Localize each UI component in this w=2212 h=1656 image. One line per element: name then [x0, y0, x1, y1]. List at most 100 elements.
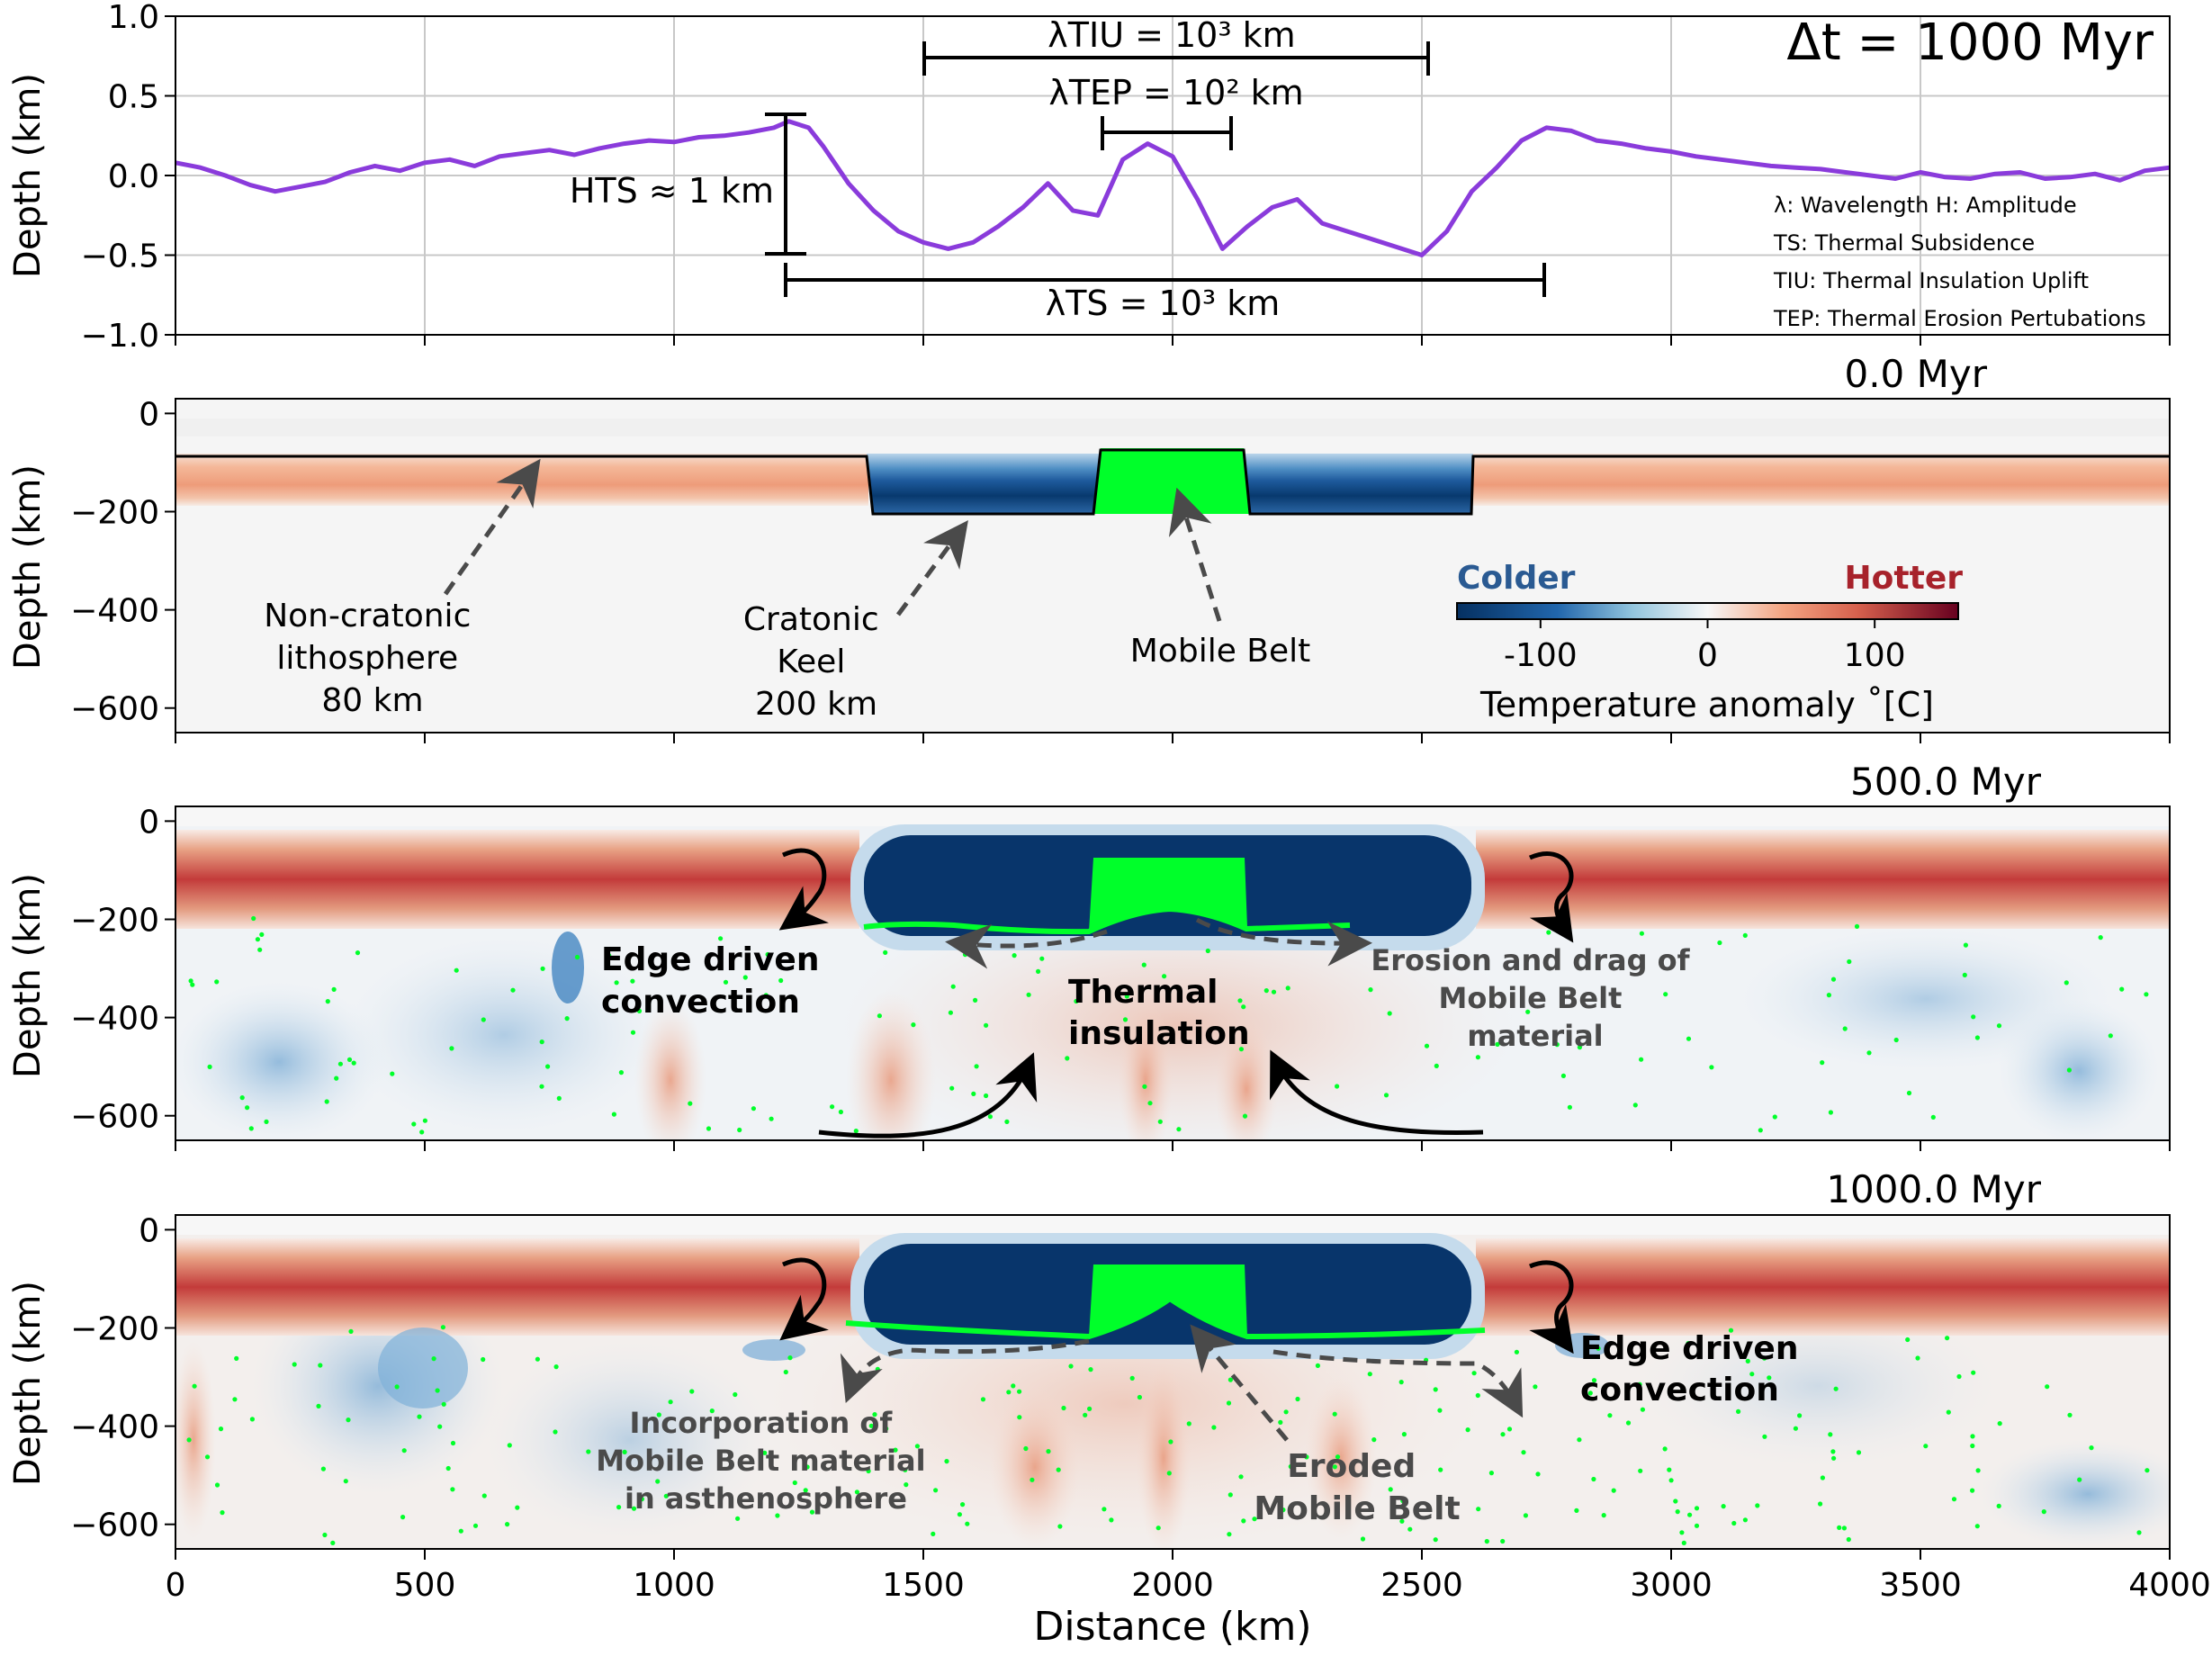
legend-line-4: TEP: Thermal Erosion Pertubations	[1773, 306, 2146, 331]
particle	[1736, 1408, 1741, 1414]
thermal-insulation-label-line-1: Thermal	[1068, 974, 1218, 1011]
particle	[751, 1106, 757, 1112]
particle	[1607, 1413, 1613, 1418]
particle	[763, 993, 769, 998]
particle	[1475, 1055, 1480, 1060]
particle	[1295, 1396, 1300, 1402]
particle	[893, 1447, 898, 1453]
particle	[688, 1101, 693, 1106]
x-tick-label: 500	[394, 1567, 456, 1604]
particle	[1046, 1449, 1051, 1454]
x-tick-label: 1000	[633, 1567, 715, 1604]
particle	[1012, 953, 1017, 958]
particle	[259, 932, 265, 937]
particle	[1846, 1536, 1851, 1543]
particle	[1818, 1501, 1823, 1507]
particle	[331, 986, 337, 992]
particle	[1521, 1450, 1526, 1455]
particle	[186, 1437, 192, 1443]
particle	[1906, 1090, 1912, 1096]
particle	[1252, 1516, 1257, 1522]
particle	[974, 1064, 979, 1069]
particle	[1168, 1439, 1173, 1444]
particle	[1438, 1467, 1443, 1472]
panel-500-myr-x-ticks	[175, 1140, 2171, 1151]
colorbar-cold-label: Colder	[1457, 560, 1576, 597]
particle	[933, 1488, 939, 1493]
particle	[883, 950, 888, 955]
particle	[1074, 998, 1079, 1004]
particle	[316, 1403, 321, 1408]
particle	[450, 1440, 456, 1446]
particle	[987, 1114, 993, 1120]
particle	[1694, 1523, 1700, 1528]
particle	[1371, 1437, 1377, 1443]
particle	[1820, 1060, 1825, 1066]
eroded-mobile-belt-label: Eroded Mobile Belt	[1254, 1448, 1460, 1527]
thermal-insulation-arrow-right	[1270, 1049, 1484, 1135]
particle	[2067, 1412, 2073, 1418]
particle	[481, 1017, 486, 1022]
eroded-mobile-belt-label-line-2: Mobile Belt	[1254, 1490, 1460, 1527]
particle	[400, 1515, 406, 1520]
colorbar: -100 0 100 Colder Hotter Temperature anoma…	[1456, 560, 1963, 724]
particle	[1387, 1011, 1392, 1016]
particle	[1488, 1471, 1494, 1476]
particle	[1030, 1477, 1035, 1482]
non-cratonic-arrow	[443, 458, 541, 596]
y-tick-label: −200	[70, 1310, 159, 1347]
particle	[607, 953, 612, 958]
particle	[574, 954, 580, 960]
non-cratonic-lithosphere-left	[175, 454, 868, 506]
incorporation-label-line-3: in asthenosphere	[625, 1481, 907, 1516]
mobile-belt	[1093, 448, 1250, 514]
particle	[1970, 1488, 1975, 1493]
particle	[1758, 1128, 1763, 1133]
particle	[1970, 1434, 1975, 1439]
particle	[1516, 1377, 1522, 1383]
particle	[245, 1105, 250, 1111]
particle	[1663, 992, 1668, 997]
particle	[1039, 956, 1045, 961]
particle	[1749, 1372, 1755, 1377]
particle	[1495, 1041, 1500, 1047]
particle	[1057, 1524, 1063, 1529]
particle	[458, 1528, 463, 1534]
mobile-belt-label: Mobile Belt	[1130, 633, 1311, 670]
particle	[706, 1126, 712, 1131]
particle	[631, 1506, 637, 1511]
particle	[884, 1426, 889, 1431]
particle	[1611, 1488, 1616, 1493]
particle	[656, 1412, 661, 1418]
particle	[1011, 1383, 1016, 1389]
particle	[539, 1084, 544, 1089]
particle	[1500, 1538, 1506, 1544]
particle	[2089, 1445, 2094, 1451]
particle	[1388, 1487, 1393, 1492]
particle	[239, 1095, 245, 1101]
particle	[1675, 1509, 1680, 1515]
particle	[1401, 1432, 1407, 1437]
particle	[618, 1070, 625, 1076]
particle	[805, 1464, 810, 1470]
particle	[1238, 1047, 1244, 1052]
edge-convection-arrow-right	[1529, 1260, 1574, 1354]
particle	[2108, 1033, 2113, 1039]
particle	[792, 1480, 797, 1486]
particle	[980, 1397, 986, 1402]
particle	[643, 1423, 648, 1428]
particle	[1601, 1513, 1606, 1518]
particle	[318, 1363, 323, 1368]
particle	[481, 1493, 487, 1498]
edge-convection-arrow-left	[778, 848, 830, 931]
particle	[1506, 1426, 1513, 1432]
non-cratonic-label-line-2: lithosphere	[276, 640, 458, 677]
particle	[962, 952, 968, 958]
particle	[1755, 1503, 1760, 1508]
particle	[1841, 1526, 1847, 1531]
cratonic-keel-label: Cratonic Keel 200 km	[743, 601, 889, 723]
particle	[1830, 976, 1837, 982]
x-tick-label: 1500	[882, 1567, 965, 1604]
particle	[984, 1022, 989, 1028]
particle	[1640, 1407, 1645, 1412]
